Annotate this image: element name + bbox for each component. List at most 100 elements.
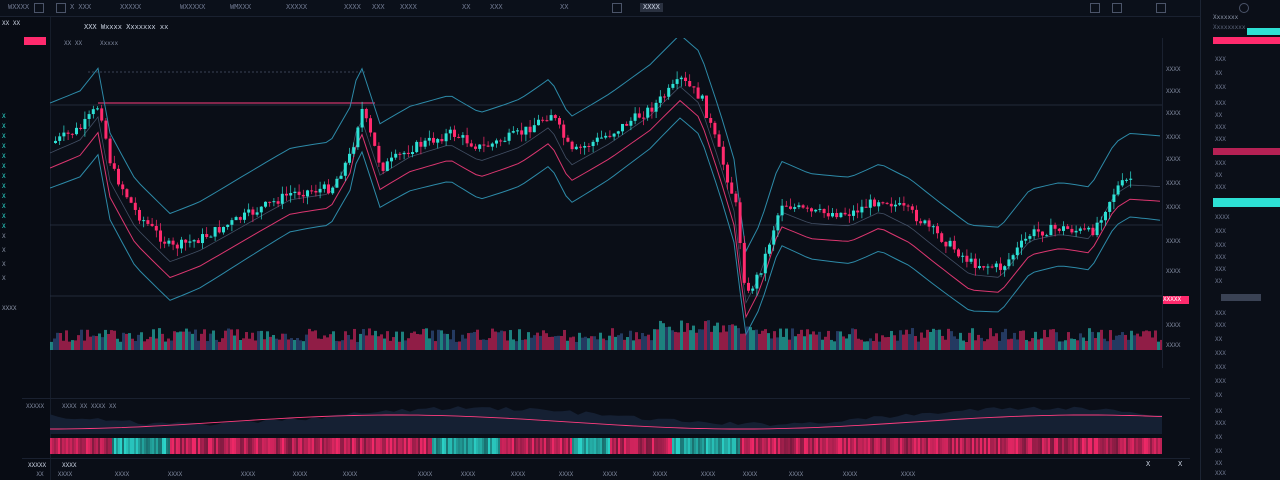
volume-bar [395, 331, 398, 350]
menu-icon[interactable] [34, 3, 44, 13]
candle-body [289, 192, 293, 196]
volume-bar [446, 333, 449, 350]
panel-search-input[interactable]: Xxxxxxxxx [1213, 24, 1246, 31]
watchlist-item[interactable]: X [2, 203, 6, 210]
settings-icon[interactable] [1156, 3, 1166, 13]
panel-row[interactable]: XXX [1215, 378, 1226, 384]
panel-row[interactable]: XX [1215, 278, 1223, 284]
panel-row[interactable]: XX [1215, 112, 1223, 118]
toolbar-item[interactable]: X XXX [70, 3, 92, 11]
panel-row[interactable]: XXX [1215, 310, 1226, 316]
watchlist-item[interactable]: X [2, 153, 6, 160]
toolbar-item[interactable]: WXXXX [8, 3, 30, 11]
indicator-bar [852, 438, 854, 454]
toolbar-item[interactable]: XXXXX [120, 3, 142, 11]
watchlist-item[interactable]: X [2, 183, 6, 190]
panel-row[interactable]: XX [1215, 70, 1223, 76]
panel-row[interactable]: XXX [1215, 124, 1226, 130]
panel-highlight-cyan[interactable] [1247, 28, 1280, 35]
page-right[interactable]: X [1178, 460, 1183, 468]
panel-row[interactable]: XXX [1215, 56, 1226, 62]
panel-row[interactable]: XX [1215, 392, 1223, 398]
panel-row[interactable]: XXX [1215, 100, 1226, 106]
panel-row[interactable]: XXX [1215, 160, 1226, 166]
candle-body [654, 102, 658, 112]
watchlist-item[interactable]: X [2, 123, 6, 130]
panel-row[interactable]: XXX [1215, 184, 1226, 190]
panel-row[interactable]: XXX [1215, 84, 1226, 90]
price-axis[interactable]: XXXX XXXX XXXX XXXX XXXX XXXX XXXX XXXX … [1162, 38, 1199, 368]
watchlist-item[interactable]: X [2, 163, 6, 170]
toolbar-item[interactable]: XX [462, 3, 471, 11]
layout-badge[interactable]: XXXX [640, 3, 663, 12]
panel-row[interactable]: XXX [1215, 136, 1226, 142]
watchlist-item[interactable]: X [2, 133, 6, 140]
volume-bar [392, 337, 395, 350]
toolbar-item[interactable]: WXXXXX [180, 3, 206, 11]
panel-row[interactable]: XX [1215, 434, 1223, 440]
watchlist-item[interactable]: X [2, 223, 6, 230]
fullscreen-icon[interactable] [1090, 3, 1100, 13]
indicator-chart[interactable] [50, 400, 1163, 458]
watchlist-item[interactable]: X [2, 247, 6, 254]
panel-row[interactable]: XXXX [1215, 214, 1230, 220]
panel-row[interactable]: XXX [1215, 470, 1226, 476]
indicator-bar [1012, 438, 1014, 454]
indicator-bar [88, 438, 90, 454]
watchlist-item[interactable]: X [2, 193, 6, 200]
grid-icon[interactable] [56, 3, 66, 13]
panel-row[interactable]: XXX [1215, 266, 1226, 272]
panel-highlight-pink[interactable] [1213, 148, 1280, 155]
timeframe-selector[interactable]: XXXX [62, 462, 77, 469]
indicator-pane[interactable] [50, 400, 1163, 458]
panel-row[interactable]: XXX [1215, 242, 1226, 248]
panel-row[interactable]: XXX [1215, 254, 1226, 260]
toolbar-item[interactable]: XXXX [344, 3, 361, 11]
panel-row[interactable]: XX [1215, 408, 1223, 414]
square-icon[interactable] [612, 3, 622, 13]
toolbar-item[interactable]: WMXXX [230, 3, 252, 11]
indicator-bar [62, 438, 64, 454]
panel-row[interactable]: XX [1215, 460, 1223, 466]
candle-body [1015, 247, 1019, 256]
page-left[interactable]: X [1146, 460, 1151, 468]
indicator-bar [488, 438, 490, 454]
volume-bar [917, 341, 920, 350]
panel-row[interactable]: XXX [1215, 322, 1226, 328]
toolbar-item[interactable]: XX [560, 3, 569, 11]
volume-bar [1076, 340, 1079, 350]
panel-tag[interactable] [1221, 294, 1261, 301]
watchlist-item[interactable]: X [2, 233, 6, 240]
watchlist-item[interactable]: X [2, 113, 6, 120]
toolbar-item[interactable]: XXXX [400, 3, 417, 11]
watchlist-item[interactable]: X [2, 275, 6, 282]
watchlist-item[interactable]: X [2, 261, 6, 268]
panel-row[interactable]: XXX [1215, 228, 1226, 234]
panel-highlight-pink[interactable] [1213, 37, 1280, 44]
watchlist-item[interactable]: X [2, 143, 6, 150]
panel-row[interactable]: XX [1215, 172, 1223, 178]
watchlist-item[interactable]: X [2, 213, 6, 220]
candlestick-chart[interactable] [49, 34, 1163, 368]
panel-row[interactable]: XXX [1215, 420, 1226, 426]
toolbar-item[interactable]: XXXXX [286, 3, 308, 11]
panel-row[interactable]: XX [1215, 448, 1223, 454]
panel-highlight-cyan[interactable] [1213, 198, 1280, 207]
active-ticker-marker[interactable] [24, 37, 46, 45]
indicator-bar [182, 438, 184, 454]
panel-row[interactable]: XXX [1215, 364, 1226, 370]
toolbar-item[interactable]: XXX [372, 3, 385, 11]
price-chart[interactable] [49, 34, 1163, 368]
toolbar-item[interactable]: XXX [490, 3, 503, 11]
panel-row[interactable]: XX [1215, 336, 1223, 342]
panel-row[interactable]: XXX [1215, 350, 1226, 356]
camera-icon[interactable] [1112, 3, 1122, 13]
indicator-name[interactable]: XXXXX [26, 403, 45, 410]
search-icon[interactable] [1239, 3, 1249, 13]
watchlist-item[interactable]: X [2, 173, 6, 180]
indicator-bar [256, 438, 258, 454]
indicator-bar [260, 438, 262, 454]
indicator-bar [626, 438, 628, 454]
candle-body [230, 220, 234, 225]
volume-bar [155, 338, 158, 350]
